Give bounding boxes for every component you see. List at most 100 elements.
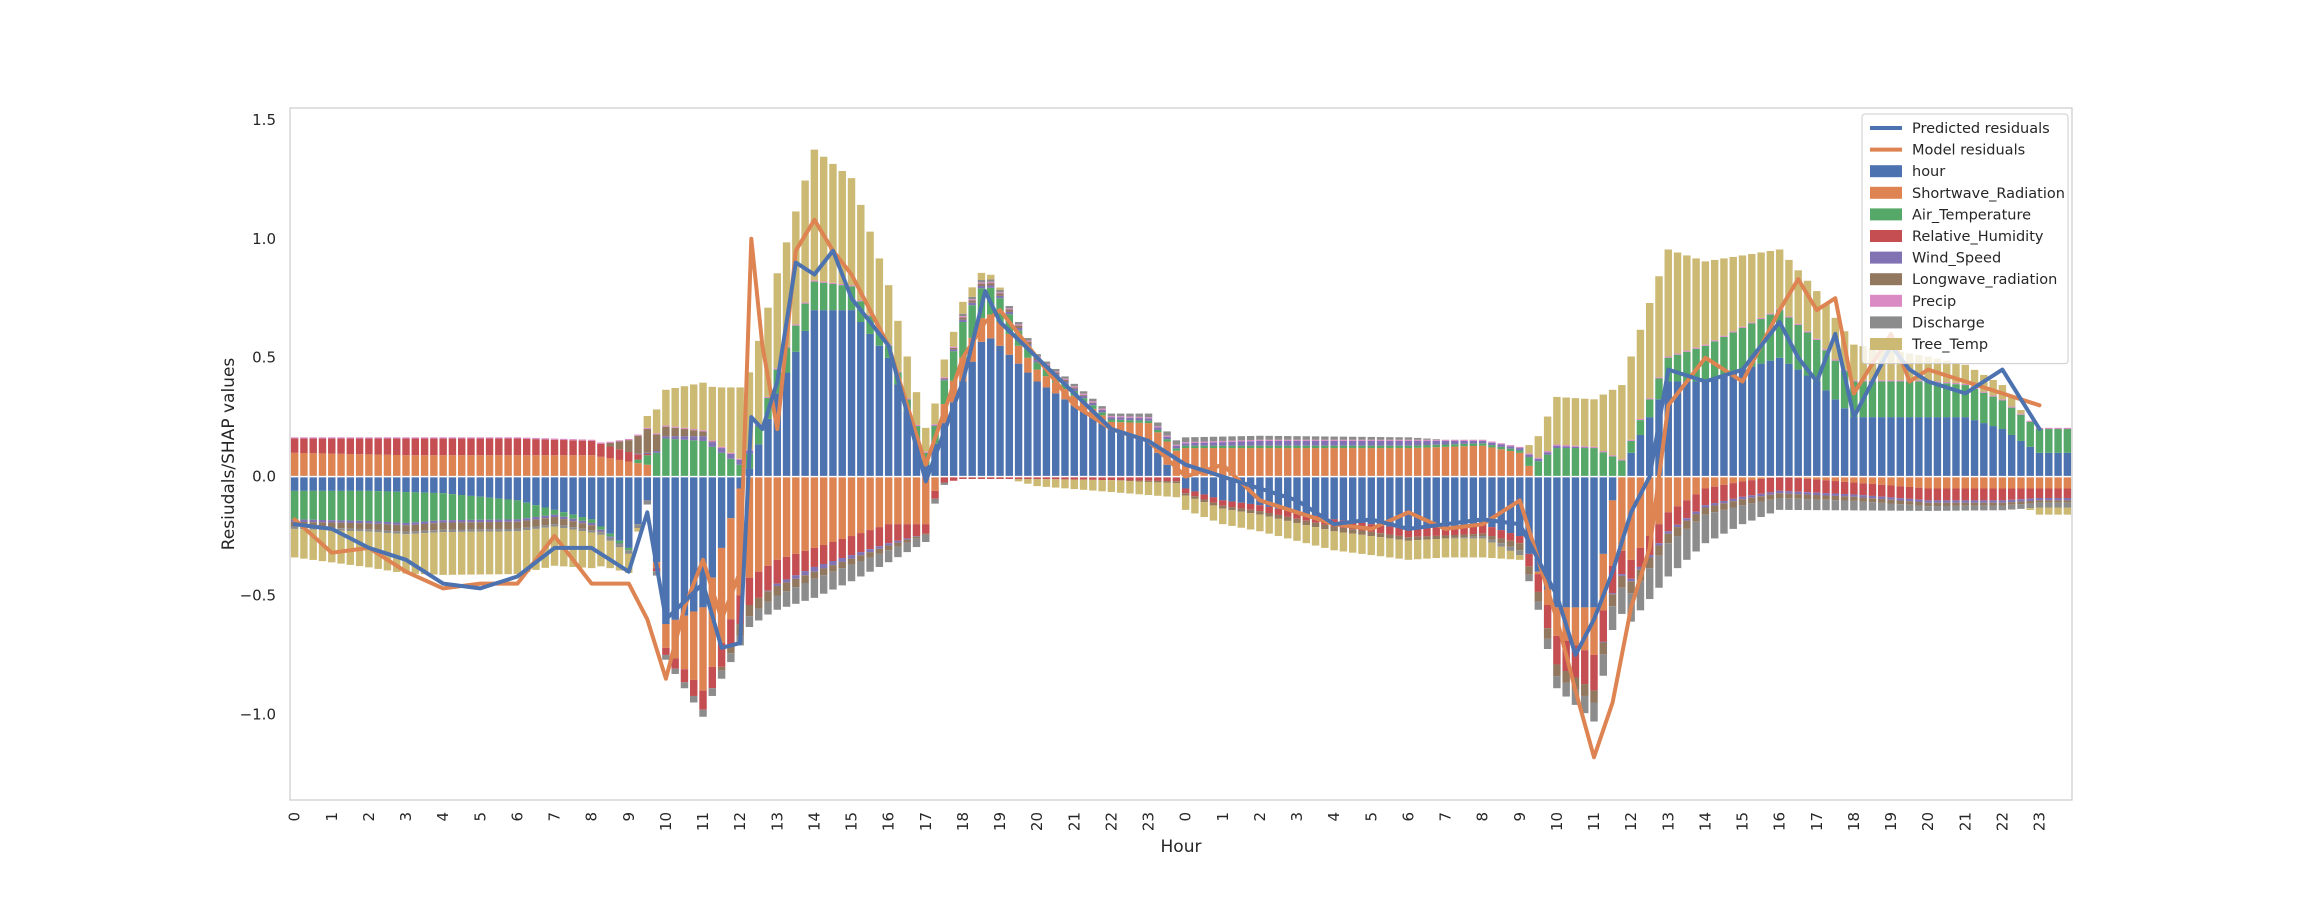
bar-segment — [681, 477, 688, 616]
bar-segment — [1535, 601, 1542, 609]
bar-segment — [653, 453, 660, 477]
bar-segment — [1126, 414, 1133, 417]
bar-segment — [1006, 355, 1013, 477]
bar-segment — [606, 534, 613, 537]
bar-segment — [1906, 477, 1913, 487]
bar-segment — [1618, 574, 1625, 576]
bar-segment — [439, 477, 446, 494]
bar-segment — [365, 523, 372, 529]
bar-segment — [1692, 477, 1699, 495]
bar-segment — [1330, 527, 1337, 532]
bar-segment — [588, 530, 595, 532]
y-tick-label: −1.0 — [240, 705, 276, 723]
bar-segment — [1470, 444, 1477, 446]
bar-segment — [774, 595, 781, 609]
bar-segment — [866, 552, 873, 557]
bar-segment — [1915, 505, 1922, 510]
bar-segment — [755, 609, 762, 621]
bar-segment — [1999, 399, 2006, 400]
bar-segment — [690, 696, 697, 703]
bar-segment — [1971, 488, 1978, 500]
bar-segment — [820, 282, 827, 283]
bar-segment — [801, 302, 808, 303]
bar-segment — [1368, 532, 1375, 536]
bar-segment — [477, 497, 484, 520]
bar-segment — [319, 437, 326, 438]
bar-segment — [542, 508, 549, 516]
bar-segment — [1219, 448, 1226, 477]
bar-segment — [1507, 451, 1514, 477]
bar-segment — [1683, 518, 1690, 520]
x-tick-label: 13 — [768, 812, 786, 831]
x-tick-label: 9 — [620, 812, 638, 822]
bar-segment — [1228, 507, 1235, 510]
bar-segment — [2027, 488, 2034, 498]
bar-segment — [1989, 395, 1996, 396]
bar-segment — [1089, 402, 1096, 403]
bar-segment — [1321, 529, 1328, 548]
bar-segment — [978, 273, 985, 280]
bar-segment — [1488, 543, 1495, 558]
bar-segment — [616, 460, 623, 477]
bar-segment — [1869, 502, 1876, 510]
bar-segment — [606, 537, 613, 538]
bar-segment — [337, 454, 344, 477]
bar-segment — [1089, 417, 1096, 476]
bar-segment — [1479, 443, 1486, 445]
bar-segment — [1507, 449, 1514, 451]
bar-segment — [486, 477, 493, 498]
bar-segment — [328, 454, 335, 477]
bar-segment — [1145, 414, 1152, 418]
bar-segment — [1163, 465, 1170, 477]
bar-segment — [1228, 502, 1235, 508]
bar-segment — [1553, 444, 1560, 445]
legend-label: Shortwave_Radiation — [1912, 186, 2065, 202]
bar-segment — [477, 439, 484, 456]
bar-segment — [1683, 255, 1690, 350]
bar-segment — [449, 439, 456, 456]
bar-segment — [801, 477, 808, 551]
bar-segment — [579, 441, 586, 456]
bar-segment — [1395, 448, 1402, 477]
bar-segment — [1702, 505, 1709, 507]
bar-segment — [894, 524, 901, 541]
bar-segment — [402, 439, 409, 456]
bar-segment — [1303, 448, 1310, 477]
bar-segment — [588, 455, 595, 476]
bar-segment — [913, 537, 920, 539]
bar-segment — [449, 477, 456, 495]
bar-segment — [1321, 448, 1328, 477]
bar-segment — [421, 522, 428, 524]
bar-segment — [1637, 435, 1644, 477]
bar-segment — [1822, 495, 1829, 499]
bar-segment — [1154, 430, 1161, 432]
bar-segment — [2045, 429, 2052, 453]
bar-segment — [996, 346, 1003, 477]
bar-segment — [1674, 527, 1681, 536]
bar-segment — [1340, 528, 1347, 533]
bar-segment — [848, 555, 855, 559]
bar-segment — [1451, 447, 1458, 477]
bar-segment — [950, 348, 957, 349]
bar-segment — [1878, 417, 1885, 476]
bar-segment — [1423, 447, 1430, 476]
bar-segment — [866, 477, 873, 531]
bar-segment — [1683, 500, 1690, 518]
bar-segment — [1015, 479, 1022, 481]
bar-segment — [1247, 504, 1254, 510]
bar-segment — [504, 499, 511, 519]
bar-segment — [1210, 446, 1217, 448]
bar-segment — [1887, 381, 1894, 417]
bar-segment — [1859, 498, 1866, 502]
bar-segment — [1525, 445, 1532, 453]
bar-segment — [1163, 483, 1170, 497]
bar-segment — [402, 477, 409, 492]
bar-segment — [1794, 499, 1801, 510]
bar-segment — [467, 496, 474, 520]
bar-segment — [1089, 403, 1096, 405]
bar-segment — [1173, 440, 1180, 444]
bar-segment — [300, 520, 307, 522]
bar-segment — [1377, 477, 1384, 526]
bar-segment — [625, 477, 632, 548]
